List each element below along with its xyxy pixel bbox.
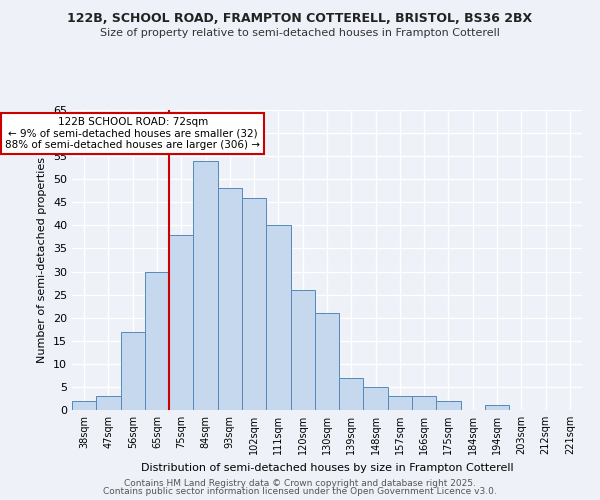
Y-axis label: Number of semi-detached properties: Number of semi-detached properties (37, 157, 47, 363)
Bar (485, 406, 509, 410)
Bar (290, 290, 315, 410)
Text: Contains HM Land Registry data © Crown copyright and database right 2025.: Contains HM Land Registry data © Crown c… (124, 478, 476, 488)
Bar (96, 396, 121, 410)
X-axis label: Distribution of semi-detached houses by size in Frampton Cotterell: Distribution of semi-detached houses by … (140, 462, 514, 472)
Bar (339, 378, 364, 410)
Bar (412, 396, 436, 410)
Text: Size of property relative to semi-detached houses in Frampton Cotterell: Size of property relative to semi-detach… (100, 28, 500, 38)
Bar (72, 401, 96, 410)
Bar (242, 198, 266, 410)
Bar (315, 313, 339, 410)
Bar (266, 226, 290, 410)
Bar (388, 396, 412, 410)
Bar (145, 272, 169, 410)
Bar (193, 161, 218, 410)
Bar (218, 188, 242, 410)
Bar (364, 387, 388, 410)
Text: 122B SCHOOL ROAD: 72sqm
← 9% of semi-detached houses are smaller (32)
88% of sem: 122B SCHOOL ROAD: 72sqm ← 9% of semi-det… (5, 117, 260, 150)
Bar (121, 332, 145, 410)
Text: 122B, SCHOOL ROAD, FRAMPTON COTTERELL, BRISTOL, BS36 2BX: 122B, SCHOOL ROAD, FRAMPTON COTTERELL, B… (67, 12, 533, 26)
Bar (436, 401, 461, 410)
Bar (169, 234, 193, 410)
Text: Contains public sector information licensed under the Open Government Licence v3: Contains public sector information licen… (103, 487, 497, 496)
